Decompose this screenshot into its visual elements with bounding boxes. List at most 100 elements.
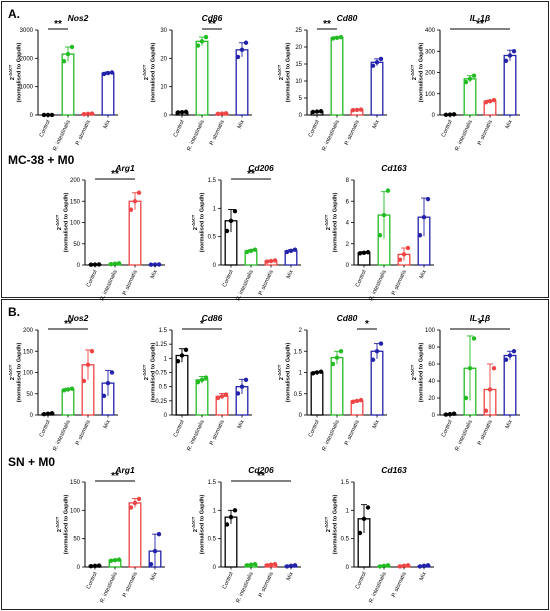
bar xyxy=(101,72,115,116)
data-point xyxy=(361,250,367,255)
y-axis-label-sup: -ΔΔCT xyxy=(55,516,60,529)
y-tick-label: 30 xyxy=(160,28,167,34)
data-point xyxy=(248,562,254,567)
x-tick-label: Control xyxy=(173,419,186,438)
data-point xyxy=(377,564,383,569)
x-tick-label: Control xyxy=(441,419,454,438)
y-tick-label: 0 xyxy=(346,565,350,571)
significance-label: ** xyxy=(323,19,331,30)
data-point xyxy=(108,558,114,563)
data-point xyxy=(195,43,201,48)
y-tick-label: 0 xyxy=(77,565,81,571)
data-point xyxy=(89,349,95,354)
bar xyxy=(503,354,517,416)
bar xyxy=(235,49,249,116)
data-point xyxy=(284,564,290,569)
x-tick-label: Control xyxy=(39,119,52,138)
data-point xyxy=(365,250,371,255)
bar xyxy=(370,61,384,116)
y-axis-label: 2-ΔΔCT (normalised to Gapdh) xyxy=(410,343,425,403)
y-axis-label-sub: (normalised to Gapdh) xyxy=(200,193,206,253)
x-tick-label: P. stomatis xyxy=(209,419,226,446)
data-point xyxy=(284,249,290,255)
y-tick-label: 1.5 xyxy=(159,328,168,334)
x-tick-label: Mix xyxy=(237,119,246,130)
x-tick-label: Control xyxy=(441,119,454,138)
y-tick-label: 1.25 xyxy=(155,342,167,348)
chart-title: IL-1β xyxy=(470,13,490,23)
y-axis-label-sub: (normalised to Gapdh) xyxy=(151,343,157,403)
y-axis-label-main: 2 xyxy=(57,529,63,532)
chart-title: Cd80 xyxy=(337,13,358,23)
data-point xyxy=(224,522,230,527)
x-tick-label: P. stomatis xyxy=(258,571,275,598)
data-point xyxy=(350,108,356,113)
y-tick-label: 1 xyxy=(299,371,303,377)
data-point xyxy=(463,79,469,85)
y-axis-label-sub: (normalised to Gapdh) xyxy=(64,495,70,555)
y-axis-label-sub: (normalised to Gapdh) xyxy=(17,343,23,403)
data-point xyxy=(338,349,344,354)
data-point xyxy=(152,262,158,267)
x-tick-label: R. intestinalis xyxy=(186,119,206,152)
chart-title: Cd86 xyxy=(202,13,223,23)
y-tick-label: 0.5 xyxy=(208,537,217,543)
y-tick-label: 1.5 xyxy=(208,480,217,486)
y-axis-label: 2-ΔΔCT (normalised to Gapdh) xyxy=(410,43,425,103)
data-point xyxy=(292,563,298,568)
data-point xyxy=(370,63,376,68)
data-point xyxy=(451,411,457,416)
data-point xyxy=(467,366,473,371)
data-point xyxy=(248,248,254,254)
data-point xyxy=(288,563,294,569)
x-tick-label: Mix xyxy=(419,269,428,280)
bar xyxy=(175,354,189,416)
y-tick-label: 1 xyxy=(164,356,168,362)
data-point xyxy=(503,58,509,64)
significance-label: ** xyxy=(54,19,62,30)
y-tick-label: 1000 xyxy=(20,85,34,91)
data-point xyxy=(310,371,316,376)
data-point xyxy=(374,60,380,65)
x-tick-label: R. intestinalis xyxy=(99,571,119,604)
y-tick-label: 100 xyxy=(425,92,436,98)
data-point xyxy=(156,531,162,537)
data-point xyxy=(405,563,411,568)
chart-b7: Cd163 2-ΔΔCT (normalised to Gapdh) 0 0.5 1 1.5… xyxy=(324,465,434,604)
y-axis-label-sup: -ΔΔCT xyxy=(277,364,282,377)
y-tick-label: 20 xyxy=(160,56,167,62)
y-axis-label-sup: -ΔΔCT xyxy=(324,516,329,529)
x-tick-label: P. stomatis xyxy=(122,571,139,598)
data-point xyxy=(358,397,364,403)
y-tick-label: 0.75 xyxy=(155,371,167,377)
y-tick-label: 1 xyxy=(213,206,217,212)
y-tick-label: 5 xyxy=(299,96,303,102)
y-tick-label: 0 xyxy=(213,263,217,269)
y-axis-label-main: 2 xyxy=(57,227,63,230)
chart-a4: IL-1β 2-ΔΔCT (normalised to Gapdh) 0 100 200 3… xyxy=(410,13,520,152)
y-axis-label: 2-ΔΔCT (normalised to Gapdh) xyxy=(277,43,292,103)
data-point xyxy=(491,97,497,103)
data-point xyxy=(357,530,363,536)
y-tick-label: 0 xyxy=(432,413,436,419)
y-axis-label-sup: -ΔΔCT xyxy=(8,364,13,377)
data-point xyxy=(92,563,98,569)
data-point xyxy=(310,109,316,115)
data-point xyxy=(228,218,234,223)
chart-a1: Nos2 2-ΔΔCT (normalised to Gapdh) 0 1000 2000… xyxy=(8,13,118,152)
data-point xyxy=(443,112,449,117)
data-point xyxy=(381,563,387,569)
x-tick-label: P. stomatis xyxy=(477,419,494,446)
data-point xyxy=(148,262,154,267)
data-point xyxy=(401,563,407,569)
x-tick-label: Mix xyxy=(150,269,159,280)
significance-label: ** xyxy=(476,19,484,30)
data-point xyxy=(314,370,320,375)
y-axis-label-sub: (normalised to Gapdh) xyxy=(17,43,23,103)
data-point xyxy=(128,505,134,510)
y-axis-label-sup: -ΔΔCT xyxy=(191,516,196,529)
panel-a-letter: A. xyxy=(8,7,20,21)
y-tick-label: 0 xyxy=(346,263,350,269)
chart-title: Cd163 xyxy=(381,163,407,173)
